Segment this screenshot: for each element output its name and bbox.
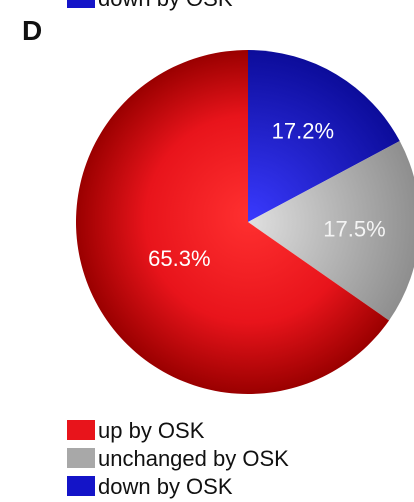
cropped-legend-swatch (67, 0, 95, 8)
pie-slice (248, 50, 400, 222)
legend-swatch (67, 476, 95, 496)
slice-label: 17.5% (323, 216, 385, 241)
slice-label: 65.3% (148, 246, 210, 271)
legend-label: up by OSK (98, 418, 205, 443)
legend-label: down by OSK (98, 474, 233, 499)
panel-label: D (22, 15, 42, 46)
slice-label: 17.2% (272, 119, 334, 144)
legend-swatch (67, 420, 95, 440)
pie-slice (75, 50, 390, 395)
legend-swatch (67, 448, 95, 468)
legend-label: unchanged by OSK (98, 446, 289, 471)
cropped-legend-text: down by OSK (98, 0, 233, 11)
pie-slice (248, 141, 414, 321)
